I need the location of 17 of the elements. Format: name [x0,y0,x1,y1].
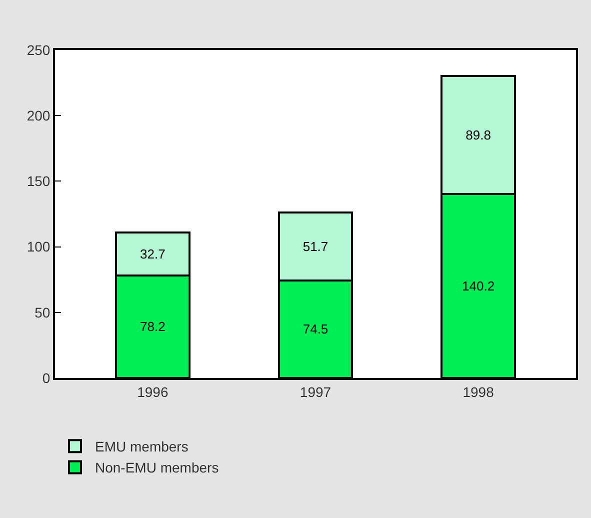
data-label: 32.7 [140,246,166,262]
data-label: 74.5 [302,322,328,337]
y-tick-label: 200 [26,108,50,124]
data-label: 78.2 [140,319,166,334]
legend-label: EMU members [95,438,188,455]
data-label: 51.7 [302,238,328,254]
y-tick-label: 0 [42,370,50,386]
y-tick-label: 250 [26,42,50,58]
data-label: 140.2 [462,278,495,294]
x-tick-label: 1997 [300,384,332,400]
x-tick-label: 1996 [137,384,168,400]
y-tick-label: 50 [34,304,50,320]
data-label: 89.8 [466,128,491,143]
legend-label: Non-EMU members [95,460,219,476]
y-tick-label: 150 [26,173,50,190]
y-tick-label: 100 [26,238,50,255]
x-tick-label: 1998 [462,384,494,400]
